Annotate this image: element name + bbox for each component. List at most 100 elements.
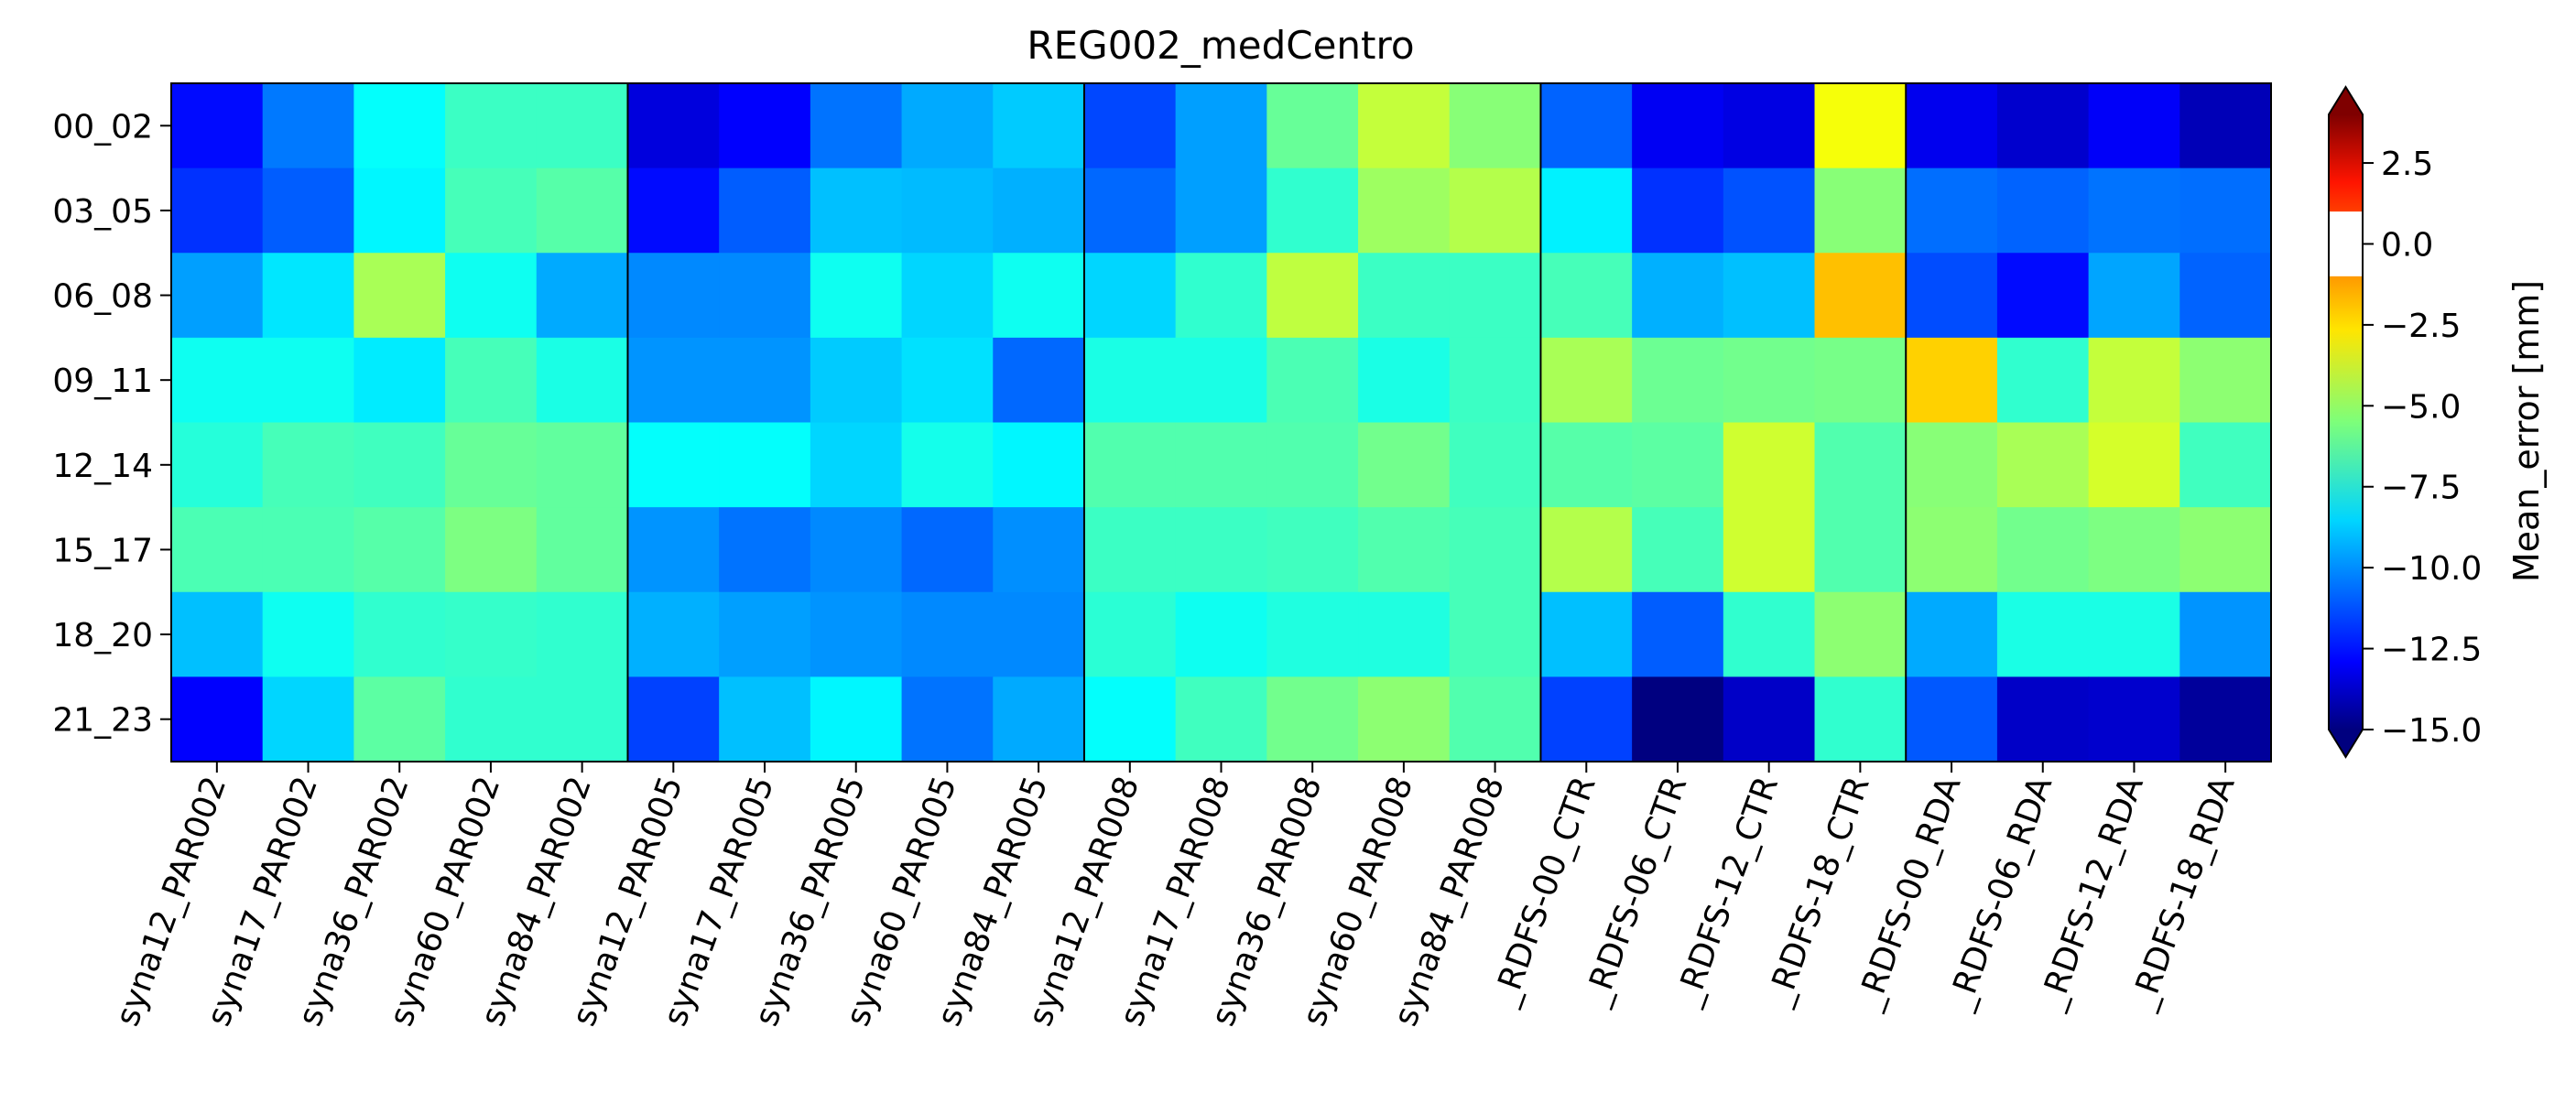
heatmap-cell xyxy=(719,422,811,508)
heatmap-cell xyxy=(993,422,1085,508)
heatmap-cell xyxy=(1540,676,1633,762)
heatmap-cell xyxy=(1540,83,1633,169)
heatmap-cell xyxy=(2179,422,2272,508)
heatmap-cell xyxy=(1175,507,1267,593)
heatmap-cell xyxy=(1814,507,1907,593)
heatmap-cell xyxy=(2179,507,2272,593)
heatmap-cell xyxy=(810,168,903,254)
colorbar-tick-label: 0.0 xyxy=(2381,226,2433,264)
heatmap-cell xyxy=(1083,253,1177,339)
heatmap-cell xyxy=(171,591,264,677)
heatmap-cell xyxy=(1175,168,1267,254)
heatmap-cell xyxy=(1266,253,1359,339)
heatmap-cell xyxy=(1723,253,1816,339)
heatmap-cell xyxy=(262,337,354,424)
heatmap-cell xyxy=(1266,422,1359,508)
heatmap-cell xyxy=(1266,676,1359,762)
heatmap-cell xyxy=(1814,422,1907,508)
heatmap-cell xyxy=(445,168,538,254)
heatmap-cell xyxy=(536,168,629,254)
heatmap-cell xyxy=(1449,253,1542,339)
heatmap-cell xyxy=(1083,168,1177,254)
heatmap-cell xyxy=(1083,83,1177,169)
heatmap-cell xyxy=(1358,253,1451,339)
heatmap-cell xyxy=(993,676,1085,762)
heatmap-cell xyxy=(353,507,446,593)
heatmap-cell xyxy=(1449,591,1542,677)
heatmap-cell xyxy=(1083,507,1177,593)
heatmap-cell xyxy=(536,422,629,508)
heatmap-cell xyxy=(1814,168,1907,254)
heatmap-cell xyxy=(1996,253,2090,339)
chart-title: REG002_medCentro xyxy=(1027,23,1414,68)
heatmap-cell xyxy=(353,676,446,762)
heatmap-cell xyxy=(1632,507,1724,593)
heatmap-cell xyxy=(171,507,264,593)
heatmap-cell xyxy=(1906,676,1998,762)
heatmap-cell xyxy=(1906,337,1998,424)
colorbar-tick-label: −10.0 xyxy=(2381,550,2482,588)
y-tick-label: 21_23 xyxy=(52,702,153,740)
heatmap-cell xyxy=(171,253,264,339)
heatmap-cells xyxy=(171,83,2272,762)
y-tick-label: 03_05 xyxy=(52,193,153,231)
heatmap-cell xyxy=(1449,168,1542,254)
heatmap-cell xyxy=(627,337,720,424)
heatmap-cell xyxy=(536,676,629,762)
heatmap-cell xyxy=(810,253,903,339)
heatmap-cell xyxy=(1449,337,1542,424)
heatmap-cell xyxy=(1814,83,1907,169)
heatmap-cell xyxy=(1906,507,1998,593)
colorbar-tick-label: −12.5 xyxy=(2381,632,2482,669)
heatmap-cell xyxy=(445,83,538,169)
y-tick-label: 09_11 xyxy=(52,362,153,400)
heatmap-cell xyxy=(810,337,903,424)
heatmap-cell xyxy=(810,676,903,762)
heatmap-cell xyxy=(1996,337,2090,424)
heatmap-cell xyxy=(2179,168,2272,254)
heatmap-cell xyxy=(1540,422,1633,508)
y-tick-label: 18_20 xyxy=(52,617,153,654)
heatmap-cell xyxy=(1358,168,1451,254)
heatmap-cell xyxy=(627,168,720,254)
heatmap-cell xyxy=(1175,83,1267,169)
heatmap-cell xyxy=(901,507,994,593)
heatmap-cell xyxy=(1266,507,1359,593)
heatmap-cell xyxy=(2088,168,2180,254)
heatmap-cell xyxy=(993,337,1085,424)
heatmap-cell xyxy=(1083,422,1177,508)
heatmap-cell xyxy=(2088,337,2180,424)
heatmap-cell xyxy=(1632,83,1724,169)
heatmap-cell xyxy=(1996,83,2090,169)
heatmap-cell xyxy=(1814,591,1907,677)
heatmap-cell xyxy=(171,676,264,762)
heatmap-cell xyxy=(262,168,354,254)
heatmap-cell xyxy=(353,591,446,677)
heatmap-cell xyxy=(1083,676,1177,762)
heatmap-cell xyxy=(2088,507,2180,593)
heatmap-cell xyxy=(1814,676,1907,762)
colorbar-tick-label: 2.5 xyxy=(2381,146,2433,183)
heatmap-cell xyxy=(1632,337,1724,424)
heatmap-cell xyxy=(810,83,903,169)
heatmap-cell xyxy=(993,507,1085,593)
heatmap-cell xyxy=(262,507,354,593)
heatmap-cell xyxy=(1540,591,1633,677)
heatmap-cell xyxy=(2088,676,2180,762)
heatmap-cell xyxy=(1632,253,1724,339)
colorbar: 2.5 0.0 −2.5 −5.0 −7.5 −10.0 −12.5 −15.0 xyxy=(2328,85,2482,759)
heatmap-cell xyxy=(901,337,994,424)
heatmap-cell xyxy=(1723,591,1816,677)
colorbar-tick-label: −5.0 xyxy=(2381,388,2461,426)
heatmap-cell xyxy=(536,253,629,339)
heatmap-cell xyxy=(1996,591,2090,677)
colorbar-gradient xyxy=(2329,114,2363,730)
heatmap-cell xyxy=(262,83,354,169)
heatmap-cell xyxy=(445,337,538,424)
heatmap-cell xyxy=(353,83,446,169)
colorbar-extend-min xyxy=(2329,730,2363,757)
heatmap-cell xyxy=(901,83,994,169)
heatmap-cell xyxy=(993,83,1085,169)
heatmap-cell xyxy=(1906,83,1998,169)
heatmap-cell xyxy=(1358,676,1451,762)
